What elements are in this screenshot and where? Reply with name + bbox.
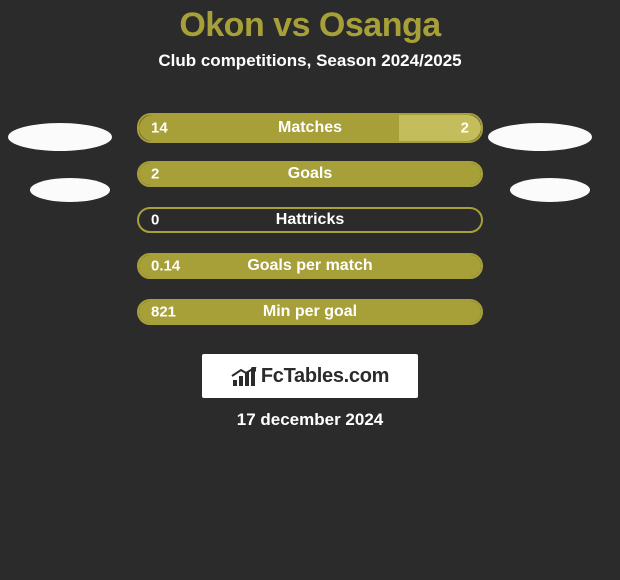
page-subtitle: Club competitions, Season 2024/2025 [0, 51, 620, 71]
stat-row: 0 Hattricks [0, 197, 620, 243]
stat-bar-track: 821 Min per goal [137, 299, 483, 325]
stat-label: Goals per match [247, 257, 372, 275]
bar-chart-icon [231, 366, 257, 386]
stat-label: Matches [278, 119, 342, 137]
stat-label: Min per goal [263, 303, 357, 321]
page-title: Okon vs Osanga [0, 0, 620, 45]
stat-row: 0.14 Goals per match [0, 243, 620, 289]
logo-bar [233, 380, 237, 386]
stat-bar-track: 14 2 Matches [137, 113, 483, 143]
logo-arrow-icon [231, 364, 257, 374]
stat-value-left: 2 [151, 166, 159, 183]
stat-row: 2 Goals [0, 151, 620, 197]
comparison-chart: 14 2 Matches 2 Goals 0 Hattricks 0.14 Goals per … [0, 105, 620, 335]
fctables-logo: FcTables.com [202, 354, 418, 398]
stat-bar-track: 0 Hattricks [137, 207, 483, 233]
stat-value-left: 14 [151, 120, 168, 137]
stat-value-left: 821 [151, 304, 176, 321]
stat-label: Goals [288, 165, 332, 183]
date-label: 17 december 2024 [237, 410, 384, 430]
stat-value-left: 0.14 [151, 258, 180, 275]
stat-bar-track: 2 Goals [137, 161, 483, 187]
logo-bar [239, 376, 243, 386]
stat-value-left: 0 [151, 212, 159, 229]
stat-row: 14 2 Matches [0, 105, 620, 151]
stat-value-right: 2 [461, 120, 469, 137]
stat-bar-left [139, 115, 399, 141]
stat-row: 821 Min per goal [0, 289, 620, 335]
stat-bar-track: 0.14 Goals per match [137, 253, 483, 279]
stat-label: Hattricks [276, 211, 344, 229]
logo-text: FcTables.com [261, 365, 389, 388]
